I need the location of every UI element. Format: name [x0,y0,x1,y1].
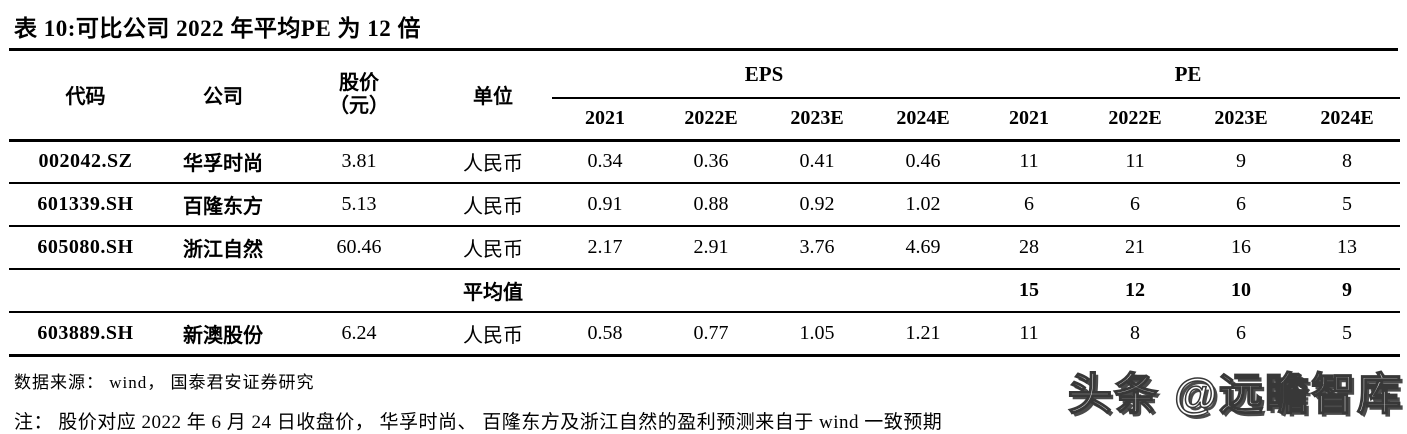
cell-code: 002042.SZ [9,140,162,184]
data-source-note: 数据来源： wind， 国泰君安证券研究 [14,372,315,392]
header-year: 2023E [1188,98,1295,142]
average-label: 平均值 [434,269,552,313]
cell-company: 新澳股份 [162,312,284,357]
header-year: 2023E [764,98,870,142]
cell-eps: 4.69 [870,226,977,270]
table-row: 002042.SZ 华孚时尚 3.81 人民币 0.34 0.36 0.41 0… [9,140,1401,184]
cell-pe: 11 [976,140,1083,184]
table-row: 603889.SH 新澳股份 6.24 人民币 0.58 0.77 1.05 1… [9,312,1401,357]
cell-eps: 1.21 [870,312,977,357]
cell-company: 百隆东方 [162,183,284,227]
header-year: 2024E [870,98,977,142]
cell-pe: 21 [1082,226,1189,270]
table-row: 601339.SH 百隆东方 5.13 人民币 0.91 0.88 0.92 1… [9,183,1401,227]
cell-eps: 0.41 [764,140,870,184]
cell-eps: 0.92 [764,183,870,227]
cell-pe: 8 [1082,312,1189,357]
cell-pe: 9 [1188,140,1295,184]
average-row: 平均值 15 12 10 9 [9,269,1401,313]
header-eps-group: EPS [552,51,977,99]
cell-price: 5.13 [284,183,434,227]
header-price-line1: 股价 [339,71,379,94]
cell-eps [764,269,870,313]
header-pe-group: PE [976,51,1401,99]
cell-pe: 11 [976,312,1083,357]
cell-pe: 16 [1188,226,1295,270]
cell-pe: 5 [1294,183,1401,227]
cell-price: 3.81 [284,140,434,184]
cell-code: 603889.SH [9,312,162,357]
header-price: 股价 （元） [284,51,434,142]
cell-pe: 10 [1188,269,1295,313]
cell-eps [552,269,658,313]
cell-eps: 0.34 [552,140,658,184]
table-sheet: 表 10:可比公司 2022 年平均PE 为 12 倍 代码 公司 股价 （元）… [9,0,1401,434]
cell-company: 华孚时尚 [162,140,284,184]
cell-unit: 人民币 [434,312,552,357]
table-title: 表 10:可比公司 2022 年平均PE 为 12 倍 [9,0,1398,51]
cell-price: 6.24 [284,312,434,357]
cell-pe: 13 [1294,226,1401,270]
cell-eps [870,269,977,313]
header-year: 2024E [1294,98,1401,142]
cell-unit: 人民币 [434,140,552,184]
cell-eps: 0.88 [658,183,764,227]
header-unit: 单位 [434,51,552,142]
cell-eps: 0.58 [552,312,658,357]
comparable-companies-table: 代码 公司 股价 （元） 单位 EPS PE 2021 2022E 2023E … [9,51,1401,357]
cell-eps: 1.02 [870,183,977,227]
cell-eps: 0.36 [658,140,764,184]
cell-unit: 人民币 [434,183,552,227]
header-year: 2022E [1082,98,1189,142]
header-price-line2: （元） [329,94,389,117]
cell-pe: 5 [1294,312,1401,357]
cell-eps: 3.76 [764,226,870,270]
cell-code: 605080.SH [9,226,162,270]
header-year: 2022E [658,98,764,142]
cell-eps [658,269,764,313]
cell-eps: 2.17 [552,226,658,270]
cell-code [9,269,162,313]
cell-pe: 8 [1294,140,1401,184]
header-year: 2021 [976,98,1083,142]
cell-unit: 人民币 [434,226,552,270]
header-group-row: 代码 公司 股价 （元） 单位 EPS PE [9,51,1401,142]
cell-pe: 9 [1294,269,1401,313]
cell-pe: 6 [976,183,1083,227]
header-year: 2021 [552,98,658,142]
cell-code: 601339.SH [9,183,162,227]
watermark-toutiao-yuanzhanzhiku: 头条 @远瞻智库 [1067,369,1403,420]
cell-company [162,269,284,313]
cell-pe: 11 [1082,140,1189,184]
cell-eps: 2.91 [658,226,764,270]
cell-eps: 0.91 [552,183,658,227]
cell-pe: 6 [1188,312,1295,357]
cell-pe: 12 [1082,269,1189,313]
cell-pe: 6 [1082,183,1189,227]
cell-eps: 0.77 [658,312,764,357]
cell-eps: 0.46 [870,140,977,184]
cell-eps: 1.05 [764,312,870,357]
header-company: 公司 [162,51,284,142]
cell-price [284,269,434,313]
cell-company: 浙江自然 [162,226,284,270]
cell-pe: 6 [1188,183,1295,227]
header-code: 代码 [9,51,162,142]
table-row: 605080.SH 浙江自然 60.46 人民币 2.17 2.91 3.76 … [9,226,1401,270]
header-years-row: 2021 2022E 2023E 2024E 2021 2022E 2023E … [9,98,1401,142]
cell-pe: 28 [976,226,1083,270]
cell-pe: 15 [976,269,1083,313]
cell-price: 60.46 [284,226,434,270]
